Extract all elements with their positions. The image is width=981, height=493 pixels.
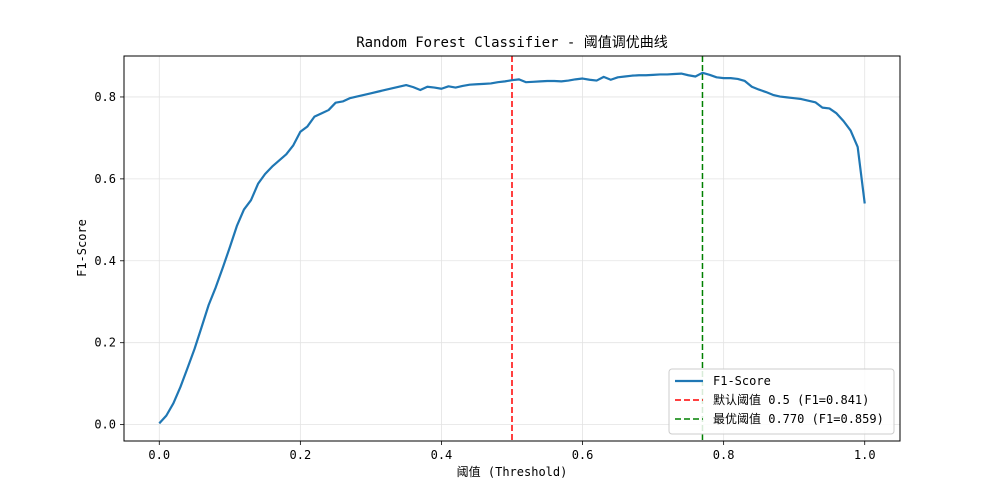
- y-tick-label: 0.4: [94, 254, 116, 268]
- y-tick-label: 0.0: [94, 418, 116, 432]
- legend-label: 最优阈值 0.770 (F1=0.859): [713, 411, 884, 426]
- y-axis-label: F1-Score: [75, 219, 89, 277]
- legend-box: [668, 368, 895, 435]
- x-tick-label: 0.6: [572, 448, 594, 462]
- x-tick-label: 1.0: [854, 448, 876, 462]
- x-axis: 0.0 0.2 0.4 0.6 0.8 1.0: [148, 441, 876, 462]
- legend-label: F1-Score: [713, 374, 771, 388]
- series-layer: [158, 71, 866, 425]
- legend-label: 默认阈值 0.5 (F1=0.841): [713, 392, 869, 407]
- y-tick-label: 0.8: [94, 90, 116, 104]
- x-tick-label: 0.0: [148, 448, 170, 462]
- x-axis-label: 阈值 (Threshold): [457, 464, 568, 479]
- chart-title: Random Forest Classifier - 阈值调优曲线: [356, 35, 668, 51]
- y-axis: 0.0 0.2 0.4 0.6 0.8: [94, 90, 124, 432]
- plot-frame: [123, 55, 901, 442]
- x-tick-label: 0.2: [290, 448, 312, 462]
- series-line: [158, 71, 866, 425]
- y-tick-label: 0.2: [94, 336, 116, 350]
- x-tick-label: 0.8: [713, 448, 735, 462]
- y-tick-label: 0.6: [94, 172, 116, 186]
- legend: F1-Score 默认阈值 0.5 (F1=0.841) 最优阈值 0.770 (F…: [668, 368, 895, 435]
- x-tick-label: 0.4: [431, 448, 453, 462]
